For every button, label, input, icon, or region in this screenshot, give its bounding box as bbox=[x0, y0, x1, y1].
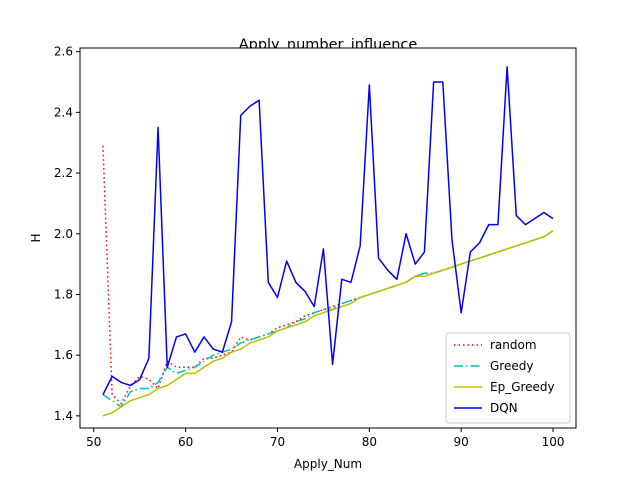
y-tick-label: 2.2 bbox=[54, 166, 73, 180]
x-tick-label: 100 bbox=[542, 435, 565, 449]
y-axis: 1.4 1.6 1.8 2.0 2.2 2.4 2.6 bbox=[54, 45, 80, 423]
y-axis-label: H bbox=[29, 233, 43, 242]
y-tick-label: 2.4 bbox=[54, 105, 73, 119]
x-axis: 50 60 70 80 90 100 bbox=[86, 428, 564, 449]
x-tick-label: 90 bbox=[454, 435, 469, 449]
y-tick-label: 1.6 bbox=[54, 348, 73, 362]
y-tick-label: 1.4 bbox=[54, 409, 73, 423]
y-tick-label: 2.6 bbox=[54, 45, 73, 59]
legend-label: Ep_Greedy bbox=[490, 380, 555, 394]
x-tick-label: 70 bbox=[270, 435, 285, 449]
y-tick-label: 1.8 bbox=[54, 287, 73, 301]
series-line-dqn bbox=[102, 66, 554, 395]
legend-label: DQN bbox=[490, 401, 518, 415]
legend-label: Greedy bbox=[490, 359, 533, 373]
x-tick-label: 60 bbox=[178, 435, 193, 449]
x-axis-label: Apply_Num bbox=[294, 457, 362, 471]
legend-label: random bbox=[490, 338, 537, 352]
legend-box bbox=[445, 332, 571, 424]
axes-spines bbox=[79, 47, 577, 429]
legend: random Greedy Ep_Greedy DQN bbox=[445, 332, 571, 424]
y-tick-label: 2.0 bbox=[54, 227, 73, 241]
series-layer bbox=[102, 66, 554, 417]
x-tick-label: 80 bbox=[362, 435, 377, 449]
x-tick-label: 50 bbox=[86, 435, 101, 449]
